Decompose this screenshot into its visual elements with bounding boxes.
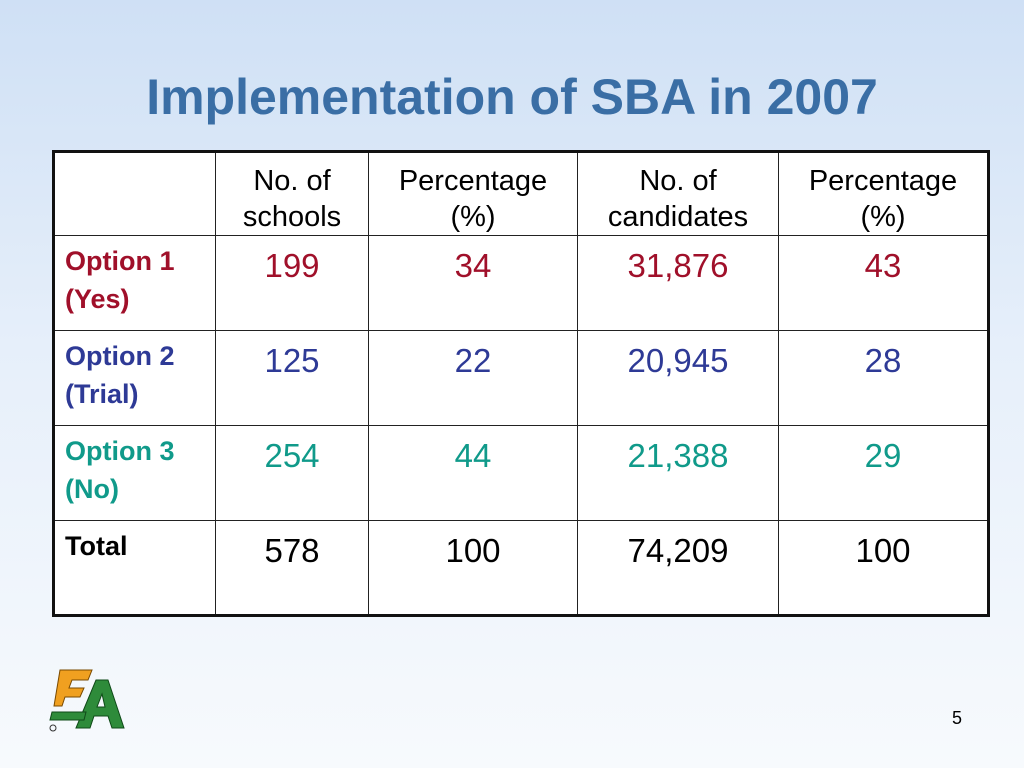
row-label-line: Total xyxy=(65,531,128,561)
cell-schools-pct: 34 xyxy=(368,235,578,331)
row-label: Option 2 (Trial) xyxy=(53,330,216,426)
table-row-option-3: Option 3 (No) 254 44 21,388 29 xyxy=(53,425,989,521)
row-label: Option 1 (Yes) xyxy=(53,235,216,331)
row-label: Option 3 (No) xyxy=(53,425,216,521)
cell-schools: 125 xyxy=(215,330,369,426)
cell-candidates: 21,388 xyxy=(577,425,779,521)
cell-schools: 199 xyxy=(215,235,369,331)
header-no-of-candidates: No. of candidates xyxy=(577,151,779,236)
row-label-line: (Yes) xyxy=(65,284,130,314)
header-line: (%) xyxy=(450,201,496,233)
row-label-line: (No) xyxy=(65,474,119,504)
row-label-line: (Trial) xyxy=(65,379,139,409)
page-number: 5 xyxy=(951,708,962,728)
row-label-line: Option 1 xyxy=(65,246,175,276)
header-line: (%) xyxy=(860,201,906,233)
row-label: Total xyxy=(53,520,216,616)
cell-candidates-pct: 43 xyxy=(778,235,989,331)
cell-schools-pct: 44 xyxy=(368,425,578,521)
cell-candidates: 31,876 xyxy=(577,235,779,331)
hkeaa-logo-icon xyxy=(49,669,125,732)
cell-candidates: 20,945 xyxy=(577,330,779,426)
slide-title: Implementation of SBA in 2007 xyxy=(146,69,878,125)
header-line: No. of xyxy=(253,165,331,197)
sba-table: No. of schools Percentage (%) No. of can… xyxy=(52,150,990,617)
header-line: No. of xyxy=(639,165,717,197)
header-line: schools xyxy=(242,201,342,233)
header-line: Percentage xyxy=(398,165,548,197)
row-label-line: Option 2 xyxy=(65,341,175,371)
cell-candidates-pct: 100 xyxy=(778,520,989,616)
table-header-row: No. of schools Percentage (%) No. of can… xyxy=(53,151,989,236)
header-line: Percentage xyxy=(808,165,958,197)
cell-candidates: 74,209 xyxy=(577,520,779,616)
cell-candidates-pct: 29 xyxy=(778,425,989,521)
row-label-line: Option 3 xyxy=(65,436,175,466)
cell-candidates-pct: 28 xyxy=(778,330,989,426)
cell-schools: 254 xyxy=(215,425,369,521)
table-row-total: Total 578 100 74,209 100 xyxy=(53,520,989,616)
table-row-option-1: Option 1 (Yes) 199 34 31,876 43 xyxy=(53,235,989,331)
header-candidates-percentage: Percentage (%) xyxy=(778,151,989,236)
table-row-option-2: Option 2 (Trial) 125 22 20,945 28 xyxy=(53,330,989,426)
cell-schools-pct: 100 xyxy=(368,520,578,616)
cell-schools: 578 xyxy=(215,520,369,616)
header-schools-percentage: Percentage (%) xyxy=(368,151,578,236)
cell-schools-pct: 22 xyxy=(368,330,578,426)
header-no-of-schools: No. of schools xyxy=(215,151,369,236)
header-line: candidates xyxy=(607,201,749,233)
header-empty-cell xyxy=(53,151,216,236)
